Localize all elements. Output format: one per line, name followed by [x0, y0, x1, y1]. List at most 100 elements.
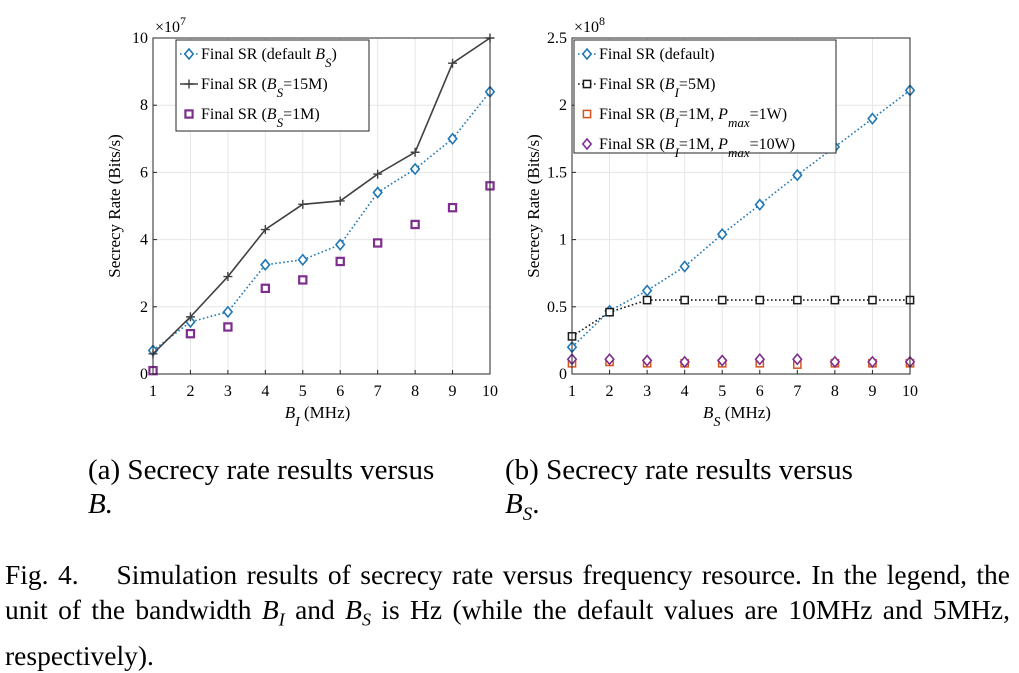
legend-marker-a-1	[184, 79, 194, 89]
x-axis-label-b: BS (MHz)	[703, 403, 771, 430]
figure-caption-text-1: Simulation results of secrecy rate versu…	[5, 559, 1011, 625]
legend-label-main-a-0: Final SR (default	[201, 46, 315, 63]
legend-box-b	[573, 39, 837, 154]
y-tick-label-b: 0	[559, 366, 567, 383]
data-point-b-1-1	[605, 307, 614, 317]
exponent-base-a: ×10	[155, 19, 180, 36]
data-point-a-1-7	[410, 147, 420, 157]
y-tick-label-b: 2	[559, 97, 567, 114]
y-tick-label-a: 2	[140, 299, 148, 316]
data-point-a-0-4	[297, 253, 309, 267]
x-tick-label-a: 10	[482, 383, 498, 400]
subcaption-a: (a) Secrecy rate results versus B.	[88, 453, 434, 521]
data-point-b-3-8	[867, 355, 878, 369]
x-axis-label-sub-b: S	[713, 415, 720, 430]
data-point-b-0-2	[641, 284, 653, 297]
legend-label-sym-b-2: B	[665, 106, 675, 123]
data-point-a-1-8	[448, 58, 458, 68]
y-axis-label-a: Secrecy Rate (Bits/s)	[105, 134, 124, 278]
data-point-b-3-2	[641, 354, 653, 367]
data-point-a-2-5	[335, 256, 345, 267]
data-point-a-1-3	[260, 225, 270, 235]
data-point-b-1-7	[830, 295, 840, 305]
legend-label-main-a-1: Final SR (	[201, 76, 267, 93]
exponent-label-a: ×107	[155, 14, 186, 36]
subcaption-b: (b) Secrecy rate results versus BS.	[505, 453, 853, 532]
series-line-a-1	[152, 37, 491, 355]
data-point-b-0-8	[867, 112, 878, 125]
exponent-label-b: ×108	[574, 14, 605, 36]
data-point-b-0-4	[716, 227, 728, 241]
x-axis-label-unit-b: (MHz)	[720, 403, 771, 422]
data-point-b-3-1	[604, 352, 615, 366]
y-tick-label-a: 0	[140, 366, 148, 383]
subcaption-a-text: (a) Secrecy rate results versus	[88, 454, 435, 486]
series-line-b-0	[571, 89, 911, 348]
series-line-a-0	[152, 91, 491, 352]
axes-box-b	[571, 37, 911, 375]
data-point-a-1-6	[373, 169, 383, 179]
data-point-b-3-3	[679, 355, 690, 369]
data-point-a-0-6	[372, 186, 383, 199]
x-tick-label-a: 7	[374, 383, 382, 400]
legend-marker-a-0	[183, 47, 195, 61]
legend-label-sub-a-0: S	[325, 55, 332, 70]
x-tick-label-a: 2	[186, 383, 194, 400]
legend-label-a-2: Final SR (BS=1M)	[201, 106, 320, 130]
exponent-power-b: 8	[599, 14, 605, 28]
x-tick-label-b: 9	[868, 383, 876, 400]
legend-label-sub-b-1: I	[674, 85, 680, 100]
data-point-b-0-6	[792, 168, 803, 182]
data-point-b-1-8	[868, 295, 877, 305]
legend-label-sym2-b-2: P	[717, 106, 728, 123]
data-point-a-2-6	[372, 238, 383, 248]
figure-caption: Fig. 4. Simulation results of secrecy ra…	[5, 557, 1010, 673]
x-axis-label-sym-a: B	[285, 403, 296, 422]
legend-label-end-b-3: =1M,	[679, 136, 718, 153]
data-point-a-2-3	[260, 283, 271, 294]
data-point-a-1-2	[223, 272, 233, 282]
legend-label-main-b-1: Final SR (	[599, 76, 665, 93]
legend-label-sub-a-2: S	[277, 115, 284, 130]
x-tick-label-a: 4	[261, 383, 269, 400]
legend-label-end-b-2: =1M,	[679, 106, 718, 123]
x-axis-label-unit-a: (MHz)	[300, 403, 351, 422]
data-point-a-2-8	[447, 202, 458, 213]
legend-label-sym-a-2: B	[267, 106, 277, 123]
x-tick-label-b: 10	[902, 383, 918, 400]
legend-label-sub2-b-2: max	[728, 115, 750, 130]
x-tick-label-b: 8	[831, 383, 839, 400]
legend-label-main-b-2: Final SR (	[599, 106, 665, 123]
x-axis-label-a: BI (MHz)	[285, 403, 351, 430]
legend-label-main-b-3: Final SR (	[599, 136, 665, 153]
x-axis-label-sub-a: I	[294, 415, 301, 430]
figure-caption-text-2: is Hz (while the default values are 10MH…	[5, 594, 1010, 671]
y-tick-label-a: 6	[140, 164, 148, 181]
legend-label-sym2-b-3: P	[717, 136, 728, 153]
subcaption-b-math-end: .	[532, 488, 540, 520]
data-point-a-2-7	[410, 219, 420, 230]
y-tick-label-a: 8	[140, 97, 148, 114]
y-tick-label-a: 4	[140, 232, 148, 249]
y-tick-label-b: 1.5	[547, 164, 567, 181]
data-point-a-2-1	[185, 328, 196, 339]
data-point-a-0-3	[260, 258, 271, 272]
legend-marker-a-2	[184, 109, 194, 119]
subcaption-b-math: B	[505, 488, 523, 520]
x-tick-label-a: 9	[449, 383, 457, 400]
legend-label-a-0: Final SR (default BS)	[201, 46, 337, 70]
legend-label-a-1: Final SR (BS=15M)	[201, 76, 328, 100]
y-axis-label-b: Secrecy Rate (Bits/s)	[524, 134, 543, 278]
figure-caption-bi: B	[261, 594, 279, 625]
figure-caption-and: and	[295, 594, 335, 625]
legend-label-b-2: Final SR (BI=1M, Pmax=1W)	[599, 106, 787, 130]
x-tick-label-a: 5	[299, 383, 307, 400]
data-point-a-2-4	[298, 275, 308, 285]
exponent-base-b: ×10	[574, 19, 599, 36]
legend-label-sub-a-1: S	[277, 85, 284, 100]
data-point-b-1-2	[642, 295, 652, 305]
legend-label-end-a-0: )	[332, 46, 337, 63]
subcaption-a-math: B.	[88, 488, 113, 520]
